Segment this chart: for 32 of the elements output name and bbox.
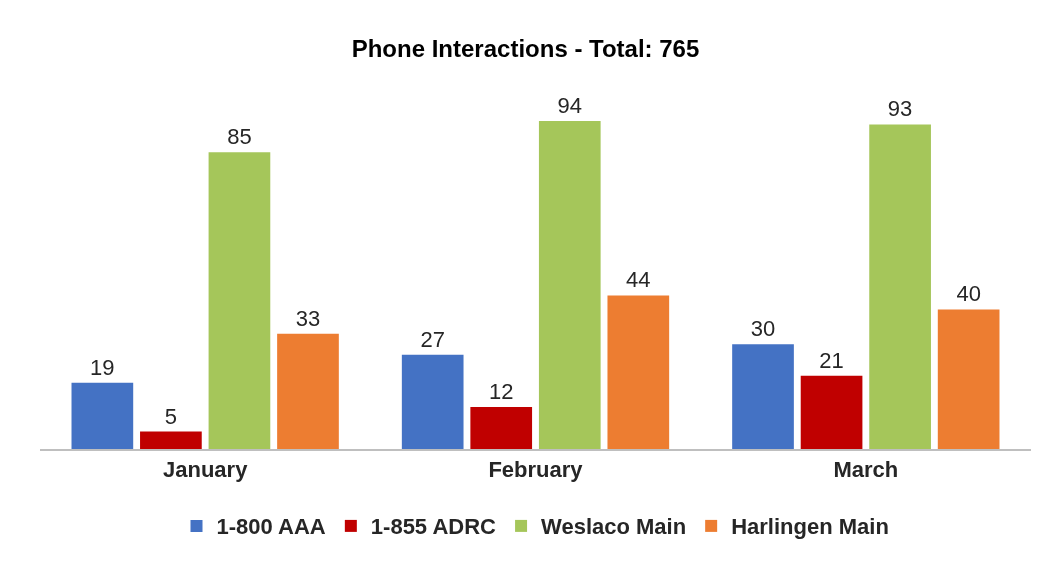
data-label: 27 [420, 326, 445, 352]
data-label: 5 [164, 403, 178, 429]
legend-label: Harlingen Main [731, 514, 889, 540]
bar [538, 120, 601, 449]
bar [140, 431, 202, 449]
bar [869, 124, 931, 449]
data-label: 93 [887, 96, 913, 122]
legend-label: 1-855 ADRC [370, 514, 497, 540]
bar [401, 354, 464, 449]
bar [800, 375, 863, 449]
data-label: 40 [956, 281, 981, 307]
x-tick-label: January [162, 457, 249, 483]
data-label: 44 [626, 267, 651, 293]
data-label: 21 [819, 347, 844, 373]
bar [937, 309, 1000, 449]
chart-title: Phone Interactions - Total: 765 [351, 35, 700, 63]
x-tick-label: March [833, 457, 899, 483]
bar [71, 382, 134, 449]
bar [470, 407, 533, 449]
bar [277, 333, 339, 449]
bar [732, 344, 794, 449]
bar [208, 152, 271, 449]
data-label: 33 [295, 305, 321, 331]
legend-label: 1-800 AAA [216, 514, 326, 540]
data-label: 30 [750, 316, 776, 342]
legend-label: Weslaco Main [541, 514, 687, 540]
data-label: 85 [227, 124, 252, 150]
data-label: 94 [557, 92, 583, 118]
data-label: 19 [90, 354, 115, 380]
bar [607, 295, 670, 449]
data-label: 12 [488, 379, 514, 405]
x-tick-label: February [488, 457, 584, 483]
